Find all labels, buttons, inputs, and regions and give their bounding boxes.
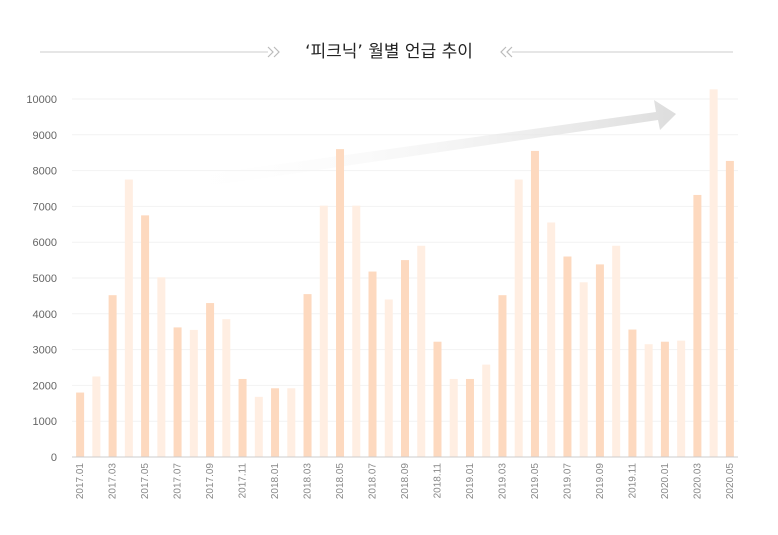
y-tick-label: 7000: [33, 201, 57, 213]
x-tick-label: 2017.09: [205, 463, 216, 500]
x-tick-label: 2018.07: [368, 463, 379, 500]
y-tick-label: 1000: [33, 416, 57, 428]
y-tick-label: 6000: [33, 237, 57, 249]
bar: [222, 319, 231, 457]
x-tick-label: 2019.05: [530, 463, 541, 500]
x-tick-label: 2020.05: [725, 463, 736, 500]
y-tick-label: 3000: [33, 345, 57, 357]
bar: [644, 344, 653, 457]
x-tick-label: 2019.01: [465, 463, 476, 500]
chart-title: ‘피크닉’ 월별 언급 추이: [305, 42, 473, 62]
x-tick-label: 2017.03: [108, 463, 119, 500]
y-tick-label: 10000: [26, 94, 57, 106]
bar: [303, 294, 312, 457]
bar: [76, 392, 85, 457]
x-tick-label: 2018.01: [270, 463, 281, 500]
bar: [254, 396, 263, 457]
bar: [206, 303, 215, 457]
bar: [401, 260, 409, 457]
bar: [287, 388, 296, 457]
x-tick-label: 2018.05: [335, 463, 346, 500]
y-tick-label: 2000: [33, 380, 57, 392]
bar: [677, 340, 686, 457]
y-tick-label: 9000: [33, 130, 57, 142]
bar: [660, 341, 669, 457]
chevron-right-icon: [267, 46, 280, 58]
bar: [628, 329, 637, 457]
x-tick-label: 2018.03: [303, 463, 314, 500]
bar: [449, 378, 458, 457]
trend-arrow: [165, 100, 676, 192]
y-tick-label: 8000: [33, 166, 57, 178]
bar: [579, 282, 588, 457]
bars: [76, 89, 734, 458]
title-decoration: [40, 46, 733, 58]
trend-arrow-shape: [165, 100, 676, 192]
y-tick-label: 5000: [33, 273, 57, 285]
x-tick-label: 2017.11: [238, 463, 249, 499]
x-tick-label: 2018.09: [400, 463, 411, 500]
bar: [433, 341, 442, 457]
bar: [92, 376, 101, 457]
x-tick-label: 2019.09: [595, 463, 606, 500]
x-tick-label: 2017.07: [173, 463, 184, 500]
bar: [709, 89, 718, 458]
bar: [238, 378, 247, 457]
bar: [271, 388, 280, 457]
bar: [563, 256, 572, 457]
bar: [141, 215, 150, 457]
x-tick-label: 2017.01: [75, 463, 86, 500]
x-tick-label: 2020.03: [692, 463, 703, 500]
bar: [498, 295, 507, 457]
y-tick-label: 0: [51, 452, 57, 464]
bar: [725, 160, 734, 457]
bar: [595, 264, 604, 457]
bar: [514, 179, 523, 458]
bar: [336, 149, 345, 457]
bar: [465, 378, 474, 457]
x-tick-label: 2019.03: [497, 463, 508, 500]
bar: [547, 222, 556, 457]
bar: [693, 194, 702, 457]
bar: [189, 329, 198, 457]
x-tick-label: 2019.11: [627, 463, 638, 499]
bar: [384, 299, 393, 457]
bar: [368, 271, 377, 457]
bar: [319, 205, 328, 457]
x-tick-label: 2019.07: [562, 463, 573, 500]
bar: [124, 179, 133, 458]
bar: [157, 277, 166, 457]
axes: 0 1000 2000 3000 4000 5000 6000 7000 8000 9000 100…: [26, 94, 738, 499]
bar: [482, 364, 491, 457]
chevron-left-icon: [500, 46, 513, 58]
bar: [108, 295, 117, 457]
bar: [612, 245, 621, 457]
x-tick-label: 2020.01: [660, 463, 671, 500]
y-tick-label: 4000: [33, 309, 57, 321]
bar: [352, 205, 361, 457]
bar: [417, 245, 426, 457]
bar: [173, 327, 182, 457]
x-tick-label: 2018.11: [432, 463, 443, 499]
x-tick-label: 2017.05: [140, 463, 151, 500]
bar: [530, 150, 539, 457]
